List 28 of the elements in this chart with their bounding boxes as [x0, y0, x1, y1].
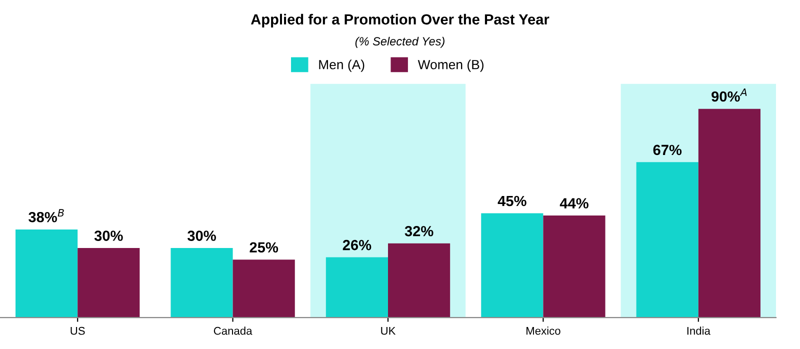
data-label: 44% — [560, 198, 588, 208]
data-label: 25% — [250, 242, 278, 253]
data-label: 26% — [342, 240, 372, 250]
x-tick-label: UK — [381, 327, 396, 335]
data-label: 38%$^{B}$ — [28, 209, 64, 222]
data-label: 67% — [653, 144, 682, 156]
bar — [326, 257, 388, 318]
data-label: 30% — [188, 230, 216, 241]
legend-label: Women (B) — [418, 60, 484, 72]
chart-subtitle: (% Selected Yes) — [355, 36, 444, 48]
x-tick-label: Mexico — [526, 326, 560, 335]
x-tick-label: Canada — [214, 326, 252, 335]
legend-label: Men (A) — [319, 60, 364, 72]
bar — [170, 248, 233, 318]
bar — [232, 260, 295, 318]
bar — [388, 243, 450, 318]
data-label: 32% — [404, 226, 434, 236]
x-tick-label: India — [687, 326, 710, 335]
data-label: 45% — [498, 196, 526, 206]
bar — [78, 248, 140, 318]
chart-title: Applied for a Promotion Over the Past Year — [250, 14, 550, 28]
data-label: 30% — [94, 230, 123, 241]
x-tick-label: US — [70, 326, 85, 335]
data-label: 90%$^{A}$ — [712, 88, 747, 102]
bar — [16, 229, 78, 318]
bar — [636, 162, 698, 318]
bar — [543, 216, 606, 318]
bar — [481, 213, 544, 318]
